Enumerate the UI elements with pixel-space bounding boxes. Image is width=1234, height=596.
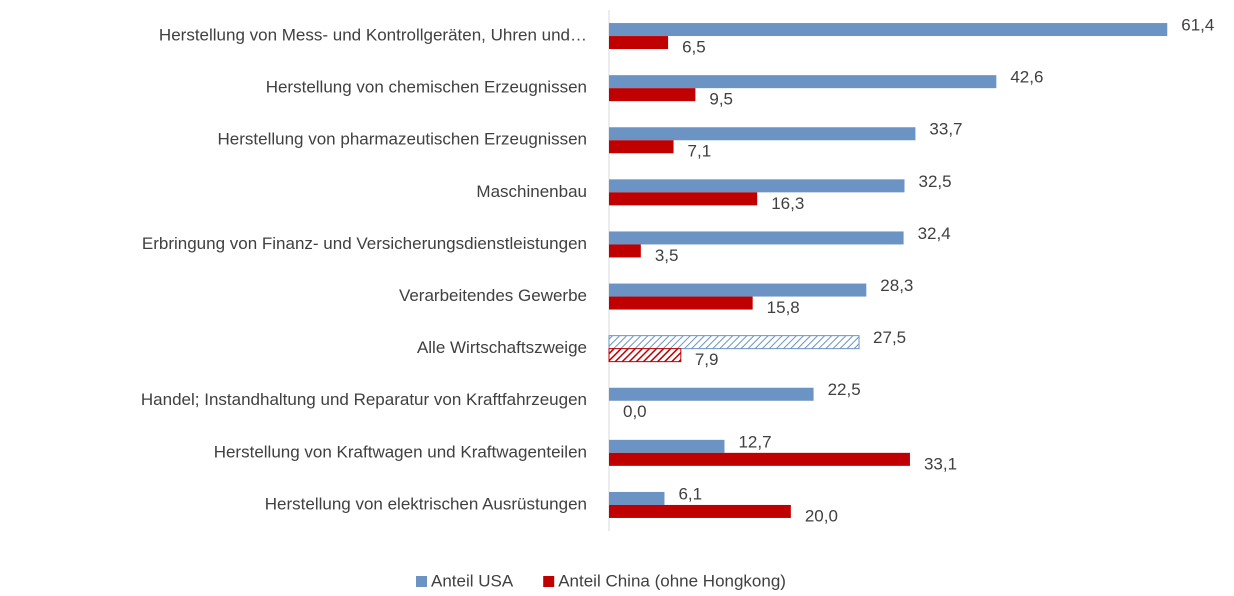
bar [608, 348, 682, 363]
category-label: Handel; Instandhaltung und Reparatur von… [141, 390, 587, 409]
category-label: Herstellung von pharmazeutischen Erzeugn… [218, 130, 587, 149]
category-label: Maschinenbau [476, 182, 587, 201]
value-label: 32,4 [918, 224, 951, 243]
bar [608, 335, 860, 350]
bar [609, 36, 669, 50]
category-label: Herstellung von chemischen Erzeugnissen [266, 78, 587, 97]
bar [609, 504, 791, 518]
legend-label: Anteil USA [431, 571, 514, 590]
value-label: 0,0 [623, 402, 647, 421]
value-label: 27,5 [873, 328, 906, 347]
bar [609, 140, 674, 154]
bar [609, 244, 641, 258]
value-label: 42,6 [1010, 68, 1043, 87]
legend-label: Anteil China (ohne Hongkong) [558, 571, 786, 590]
bar [609, 75, 997, 89]
bar [609, 88, 696, 102]
value-label: 3,5 [655, 246, 679, 265]
bar [609, 127, 916, 141]
value-label: 6,1 [678, 484, 702, 503]
bar [609, 179, 905, 193]
value-label: 22,5 [828, 380, 861, 399]
category-label: Verarbeitendes Gewerbe [399, 286, 587, 305]
value-label: 20,0 [805, 506, 838, 525]
legend-swatch [416, 576, 427, 587]
value-label: 9,5 [709, 90, 733, 109]
bar [609, 452, 910, 466]
category-label: Alle Wirtschaftszweige [417, 338, 587, 357]
value-label: 7,1 [688, 142, 712, 161]
bar [609, 491, 665, 505]
value-label: 16,3 [771, 194, 804, 213]
category-label: Herstellung von Mess- und Kontrollgeräte… [159, 26, 587, 45]
value-label: 12,7 [738, 432, 771, 451]
bar [609, 283, 867, 297]
value-label: 33,1 [924, 454, 957, 473]
bar [609, 231, 904, 245]
bar [609, 192, 758, 206]
value-label: 28,3 [880, 276, 913, 295]
category-label: Herstellung von Kraftwagen und Kraftwage… [214, 442, 587, 461]
bar [609, 439, 725, 453]
legend-swatch [543, 576, 555, 587]
bar [609, 387, 814, 401]
category-label: Erbringung von Finanz- und Versicherungs… [142, 234, 587, 253]
category-label: Herstellung von elektrischen Ausrüstunge… [265, 494, 587, 513]
value-label: 33,7 [929, 120, 962, 139]
value-label: 7,9 [695, 350, 719, 369]
value-label: 61,4 [1181, 16, 1214, 35]
value-label: 15,8 [767, 298, 800, 317]
bar [609, 296, 753, 310]
bar [609, 23, 1168, 37]
value-label: 32,5 [919, 172, 952, 191]
value-label: 6,5 [682, 38, 706, 57]
